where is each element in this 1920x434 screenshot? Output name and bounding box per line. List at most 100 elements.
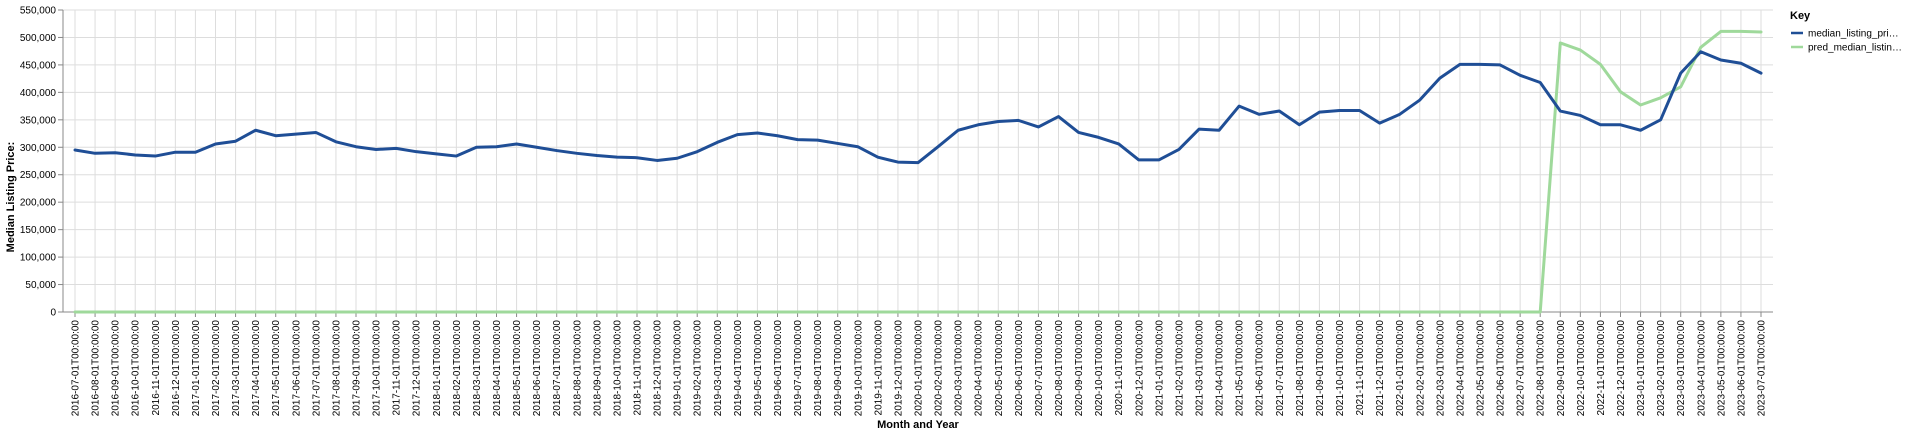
x-tick-label: 2018-10-01T00:00:00	[612, 320, 623, 417]
x-tick-label: 2019-09-01T00:00:00	[833, 320, 844, 417]
x-tick-label: 2018-05-01T00:00:00	[512, 320, 523, 417]
x-tick-label: 2021-02-01T00:00:00	[1174, 320, 1185, 417]
legend: Key median_listing_pri… pred_median_listi…	[1790, 10, 1902, 54]
y-tick-label: 0	[50, 308, 56, 319]
x-tick-label: 2018-09-01T00:00:00	[592, 320, 603, 417]
y-tick-label: 50,000	[25, 280, 56, 291]
legend-title: Key	[1790, 10, 1811, 22]
x-tick-label: 2017-12-01T00:00:00	[412, 320, 423, 417]
x-tick-label: 2021-12-01T00:00:00	[1375, 320, 1386, 417]
x-tick-label: 2021-09-01T00:00:00	[1315, 320, 1326, 417]
x-tick-label: 2022-10-01T00:00:00	[1576, 320, 1587, 417]
x-tick-label: 2017-10-01T00:00:00	[372, 320, 383, 417]
x-tick-label: 2018-11-01T00:00:00	[633, 320, 644, 416]
x-tick-label: 2017-02-01T00:00:00	[211, 320, 222, 417]
x-tick-label: 2017-07-01T00:00:00	[311, 320, 322, 417]
x-tick-label: 2023-06-01T00:00:00	[1736, 320, 1747, 417]
x-tick-label: 2019-10-01T00:00:00	[853, 320, 864, 417]
x-tick-label: 2020-02-01T00:00:00	[934, 320, 945, 417]
x-axis: 2016-07-01T00:00:00 2016-08-01T00:00:00 20…	[63, 311, 1773, 417]
x-tick-label: 2023-01-01T00:00:00	[1636, 320, 1647, 417]
y-tick-label: 100,000	[20, 253, 57, 264]
x-tick-label: 2022-09-01T00:00:00	[1556, 320, 1567, 417]
x-tick-label: 2018-07-01T00:00:00	[552, 320, 563, 417]
y-tick-label: 450,000	[20, 60, 57, 71]
x-tick-label: 2020-10-01T00:00:00	[1094, 320, 1105, 417]
x-tick-label: 2022-05-01T00:00:00	[1476, 320, 1487, 417]
x-tick-label: 2020-03-01T00:00:00	[954, 320, 965, 417]
y-tick-label: 150,000	[20, 225, 57, 236]
y-tick-label: 400,000	[20, 88, 57, 99]
x-tick-label: 2022-06-01T00:00:00	[1496, 320, 1507, 417]
x-tick-label: 2023-05-01T00:00:00	[1716, 320, 1727, 417]
series-line-0	[73, 50, 1763, 165]
x-tick-label: 2016-07-01T00:00:00	[71, 320, 82, 417]
x-tick-label: 2021-08-01T00:00:00	[1295, 320, 1306, 417]
x-tick-label: 2020-01-01T00:00:00	[914, 320, 925, 417]
x-tick-label: 2022-02-01T00:00:00	[1415, 320, 1426, 417]
x-tick-label: 2017-01-01T00:00:00	[191, 320, 202, 417]
x-tick-label: 2017-06-01T00:00:00	[291, 320, 302, 417]
x-tick-label: 2023-02-01T00:00:00	[1656, 320, 1667, 417]
x-tick-label: 2017-03-01T00:00:00	[231, 320, 242, 417]
x-tick-label: 2021-04-01T00:00:00	[1215, 320, 1226, 417]
x-tick-label: 2019-03-01T00:00:00	[713, 320, 724, 417]
x-tick-label: 2020-06-01T00:00:00	[1014, 320, 1025, 417]
x-tick-label: 2020-08-01T00:00:00	[1054, 320, 1065, 417]
x-tick-label: 2022-11-01T00:00:00	[1596, 320, 1607, 416]
x-tick-label: 2022-12-01T00:00:00	[1616, 320, 1627, 417]
x-tick-label: 2023-07-01T00:00:00	[1757, 320, 1768, 417]
x-tick-label: 2019-04-01T00:00:00	[733, 320, 744, 417]
x-tick-label: 2018-08-01T00:00:00	[572, 320, 583, 417]
y-axis-title: Median Listing Price:	[5, 142, 17, 253]
y-tick-label: 350,000	[20, 115, 57, 126]
x-tick-label: 2016-08-01T00:00:00	[91, 320, 102, 417]
x-tick-label: 2016-10-01T00:00:00	[131, 320, 142, 417]
series-lines	[73, 29, 1763, 314]
x-tick-label: 2017-04-01T00:00:00	[251, 320, 262, 417]
x-tick-label: 2016-11-01T00:00:00	[151, 320, 162, 416]
x-tick-label: 2023-04-01T00:00:00	[1696, 320, 1707, 417]
y-tick-label: 200,000	[20, 198, 57, 209]
x-tick-label: 2019-07-01T00:00:00	[793, 320, 804, 417]
x-tick-label: 2022-03-01T00:00:00	[1435, 320, 1446, 417]
legend-label: pred_median_listin…	[1808, 43, 1902, 54]
x-tick-label: 2017-11-01T00:00:00	[392, 320, 403, 416]
x-tick-label: 2020-11-01T00:00:00	[1114, 320, 1125, 416]
x-tick-label: 2018-01-01T00:00:00	[432, 320, 443, 417]
x-tick-label: 2022-01-01T00:00:00	[1395, 320, 1406, 417]
x-tick-label: 2020-07-01T00:00:00	[1034, 320, 1045, 417]
x-tick-label: 2021-03-01T00:00:00	[1195, 320, 1206, 417]
x-axis-title: Month and Year	[877, 419, 959, 431]
legend-label: median_listing_pri…	[1808, 29, 1899, 40]
x-tick-label: 2019-02-01T00:00:00	[693, 320, 704, 417]
x-tick-label: 2016-09-01T00:00:00	[111, 320, 122, 417]
x-tick-label: 2022-04-01T00:00:00	[1455, 320, 1466, 417]
x-tick-label: 2021-07-01T00:00:00	[1275, 320, 1286, 417]
x-tick-label: 2022-08-01T00:00:00	[1536, 320, 1547, 417]
y-axis: 0 50,000 100,000 150,000 200,000 250,000 300,0…	[20, 6, 64, 319]
x-tick-label: 2018-02-01T00:00:00	[452, 320, 463, 417]
y-tick-label: 250,000	[20, 170, 57, 181]
x-tick-label: 2021-11-01T00:00:00	[1355, 320, 1366, 416]
x-tick-label: 2019-05-01T00:00:00	[753, 320, 764, 417]
x-tick-label: 2016-12-01T00:00:00	[171, 320, 182, 417]
x-tick-label: 2020-12-01T00:00:00	[1134, 320, 1145, 417]
x-tick-label: 2017-09-01T00:00:00	[352, 320, 363, 417]
y-tick-label: 300,000	[20, 143, 57, 154]
y-tick-label: 550,000	[20, 6, 57, 17]
x-tick-label: 2023-03-01T00:00:00	[1676, 320, 1687, 417]
x-tick-label: 2019-11-01T00:00:00	[873, 320, 884, 416]
x-tick-label: 2021-05-01T00:00:00	[1235, 320, 1246, 417]
x-tick-label: 2020-04-01T00:00:00	[974, 320, 985, 417]
x-tick-label: 2019-08-01T00:00:00	[813, 320, 824, 417]
x-tick-label: 2021-01-01T00:00:00	[1154, 320, 1165, 417]
x-tick-label: 2018-12-01T00:00:00	[653, 320, 664, 417]
x-tick-label: 2017-05-01T00:00:00	[271, 320, 282, 417]
grid-lines	[63, 9, 1773, 313]
y-tick-label: 500,000	[20, 33, 57, 44]
x-tick-label: 2018-03-01T00:00:00	[472, 320, 483, 417]
x-tick-label: 2019-06-01T00:00:00	[773, 320, 784, 417]
x-tick-label: 2021-06-01T00:00:00	[1255, 320, 1266, 417]
